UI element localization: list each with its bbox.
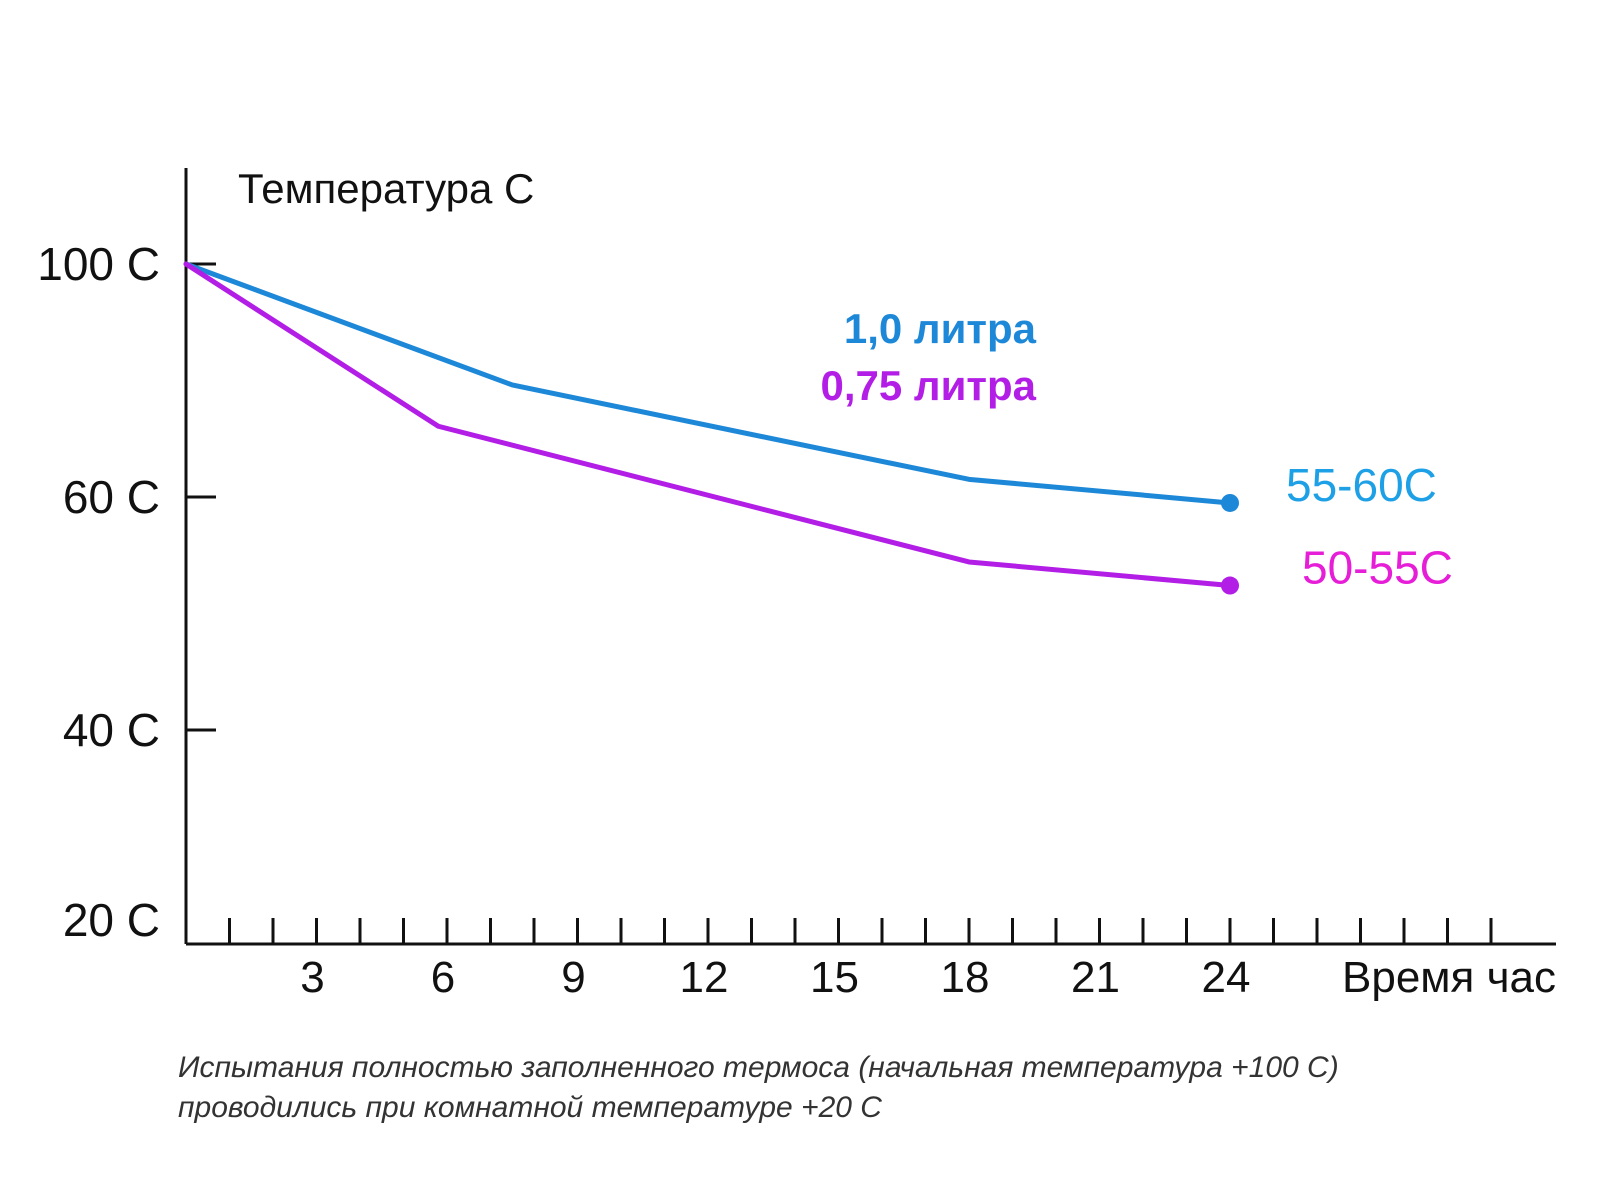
series-end-marker-1 bbox=[1221, 493, 1239, 512]
x-tick-label: 3 bbox=[300, 953, 324, 1002]
y-ticks: 100 С 60 С 40 С 20 С bbox=[37, 238, 216, 946]
legend-entry-1l: 1,0 литра bbox=[844, 305, 1037, 352]
y-tick-label: 20 С bbox=[63, 894, 160, 946]
y-axis-label: Температура С bbox=[238, 165, 534, 212]
series-line-1 bbox=[183, 261, 1233, 506]
x-tick-label: 6 bbox=[431, 953, 455, 1002]
series-line-2 bbox=[183, 261, 1233, 589]
y-tick-label: 60 С bbox=[63, 471, 160, 523]
series-lines: 55-60С 50-55С bbox=[183, 261, 1453, 595]
caption: Испытания полностью заполненного термоса… bbox=[178, 1048, 1558, 1128]
x-axis-label: Время час bbox=[1342, 953, 1556, 1002]
x-tick-label: 12 bbox=[680, 953, 729, 1002]
x-tick-label: 24 bbox=[1202, 953, 1251, 1002]
y-tick-label: 40 С bbox=[63, 704, 160, 756]
x-tick-label: 21 bbox=[1071, 953, 1120, 1002]
legend: 1,0 литра 0,75 литра bbox=[821, 305, 1037, 409]
series-end-label-2: 50-55С bbox=[1302, 542, 1453, 594]
x-tick-label: 15 bbox=[810, 953, 859, 1002]
series-end-label-1: 55-60С bbox=[1286, 459, 1437, 511]
axes bbox=[184, 168, 1556, 946]
x-ticks: 3 6 9 12 15 18 21 24 bbox=[228, 918, 1493, 1002]
legend-entry-075l: 0,75 литра bbox=[821, 362, 1037, 409]
x-tick-label: 9 bbox=[561, 953, 585, 1002]
x-tick-label: 18 bbox=[941, 953, 990, 1002]
caption-line-2: проводились при комнатной температуре +2… bbox=[178, 1091, 882, 1124]
series-end-marker-2 bbox=[1221, 576, 1239, 595]
y-tick-label: 100 С bbox=[37, 238, 160, 290]
caption-line-1: Испытания полностью заполненного термоса… bbox=[178, 1051, 1339, 1084]
